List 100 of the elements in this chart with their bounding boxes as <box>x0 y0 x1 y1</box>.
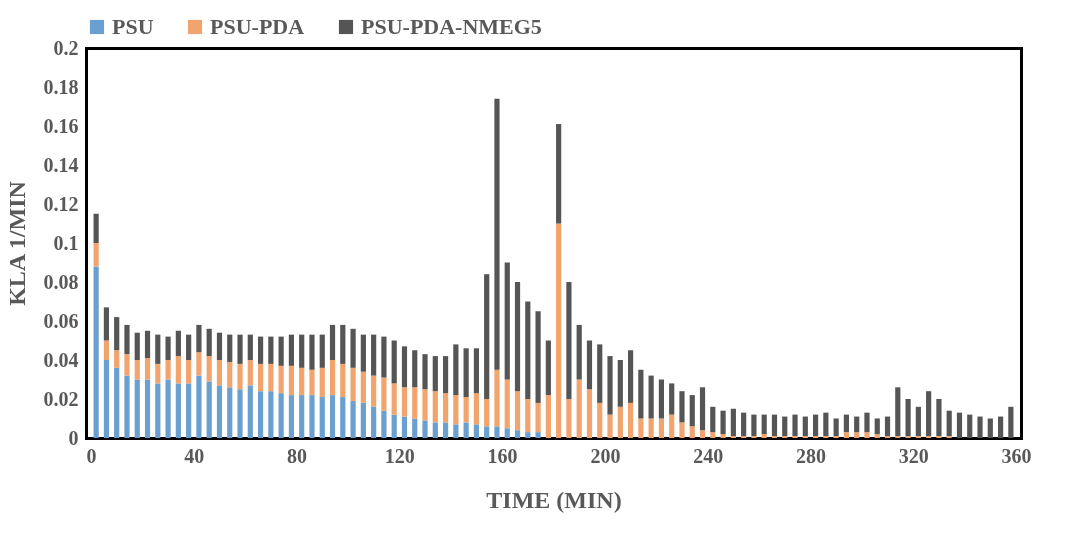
bar <box>689 426 695 438</box>
bar <box>905 399 911 437</box>
bar <box>463 397 469 423</box>
bar <box>658 418 665 438</box>
bar <box>525 432 531 438</box>
bar <box>864 432 870 438</box>
bar <box>422 354 428 390</box>
bar <box>874 434 880 438</box>
bar <box>525 301 531 399</box>
bar <box>689 395 695 427</box>
bar <box>257 336 264 364</box>
bar <box>237 363 243 390</box>
bar <box>761 414 767 435</box>
bar <box>915 406 921 437</box>
bar <box>309 369 315 396</box>
bar <box>371 375 377 407</box>
bar <box>278 336 284 366</box>
y-tick-label: 0.02 <box>43 387 79 410</box>
bar <box>782 416 788 437</box>
bar <box>607 414 613 438</box>
bar <box>669 414 675 438</box>
bar <box>494 98 500 370</box>
bar <box>648 375 654 419</box>
bar <box>638 418 644 438</box>
bar <box>288 365 295 396</box>
bar <box>535 402 541 433</box>
bar <box>463 348 469 398</box>
bar <box>371 406 377 438</box>
bar <box>556 223 562 438</box>
bar <box>155 383 161 438</box>
bar <box>699 430 706 438</box>
bar <box>196 375 202 438</box>
bar <box>412 350 418 388</box>
bar <box>412 418 418 438</box>
bar <box>473 393 480 425</box>
bar <box>432 391 438 423</box>
bar <box>401 387 408 417</box>
bar <box>124 324 130 355</box>
y-tick-label: 0.1 <box>53 231 79 254</box>
bar <box>237 389 243 438</box>
bar <box>956 412 963 438</box>
y-tick-label: 0.14 <box>43 153 79 176</box>
bar <box>710 432 716 438</box>
bar <box>227 334 233 362</box>
bar <box>874 418 880 435</box>
bar <box>556 124 562 224</box>
bar <box>422 420 428 438</box>
bar <box>175 330 181 357</box>
bar <box>936 399 942 437</box>
bar <box>124 375 130 438</box>
bar <box>134 379 140 438</box>
bar <box>535 311 541 403</box>
bar <box>843 414 850 433</box>
bar <box>216 385 223 438</box>
bar <box>586 389 593 438</box>
bar <box>442 356 449 394</box>
x-tick-label: 0 <box>86 444 97 467</box>
bar <box>309 395 315 438</box>
bar <box>340 397 346 438</box>
bar <box>268 336 274 364</box>
bar <box>442 393 449 423</box>
bar <box>237 334 243 364</box>
bar <box>658 379 665 419</box>
bar <box>617 360 623 407</box>
bar <box>607 356 613 415</box>
bar <box>854 432 860 438</box>
bar <box>597 344 603 403</box>
bar <box>802 416 808 437</box>
bar <box>710 406 716 433</box>
x-tick-label: 200 <box>590 444 621 467</box>
bar <box>751 414 757 437</box>
bar <box>309 334 315 370</box>
bar <box>484 274 490 399</box>
x-tick-label: 40 <box>184 444 205 467</box>
bar <box>525 399 531 433</box>
bar <box>895 387 901 437</box>
x-tick-label: 160 <box>487 444 518 467</box>
legend-label: PSU <box>112 14 154 39</box>
bar <box>371 334 377 376</box>
bar <box>720 410 726 435</box>
bar <box>227 361 233 388</box>
bar <box>576 324 582 380</box>
bar <box>597 402 603 438</box>
bar <box>946 410 952 437</box>
bar <box>812 414 819 437</box>
bar <box>360 402 366 438</box>
bar <box>103 360 110 438</box>
bar <box>186 383 192 438</box>
bar <box>504 428 510 438</box>
bar <box>350 367 356 401</box>
bar <box>186 360 192 384</box>
bar <box>206 381 212 438</box>
bar <box>391 340 397 384</box>
bar <box>319 334 325 368</box>
bar <box>206 328 212 357</box>
bar <box>442 422 449 438</box>
bar <box>299 395 305 438</box>
bar <box>257 391 264 438</box>
bar <box>144 358 151 380</box>
x-tick-label: 120 <box>384 444 415 467</box>
